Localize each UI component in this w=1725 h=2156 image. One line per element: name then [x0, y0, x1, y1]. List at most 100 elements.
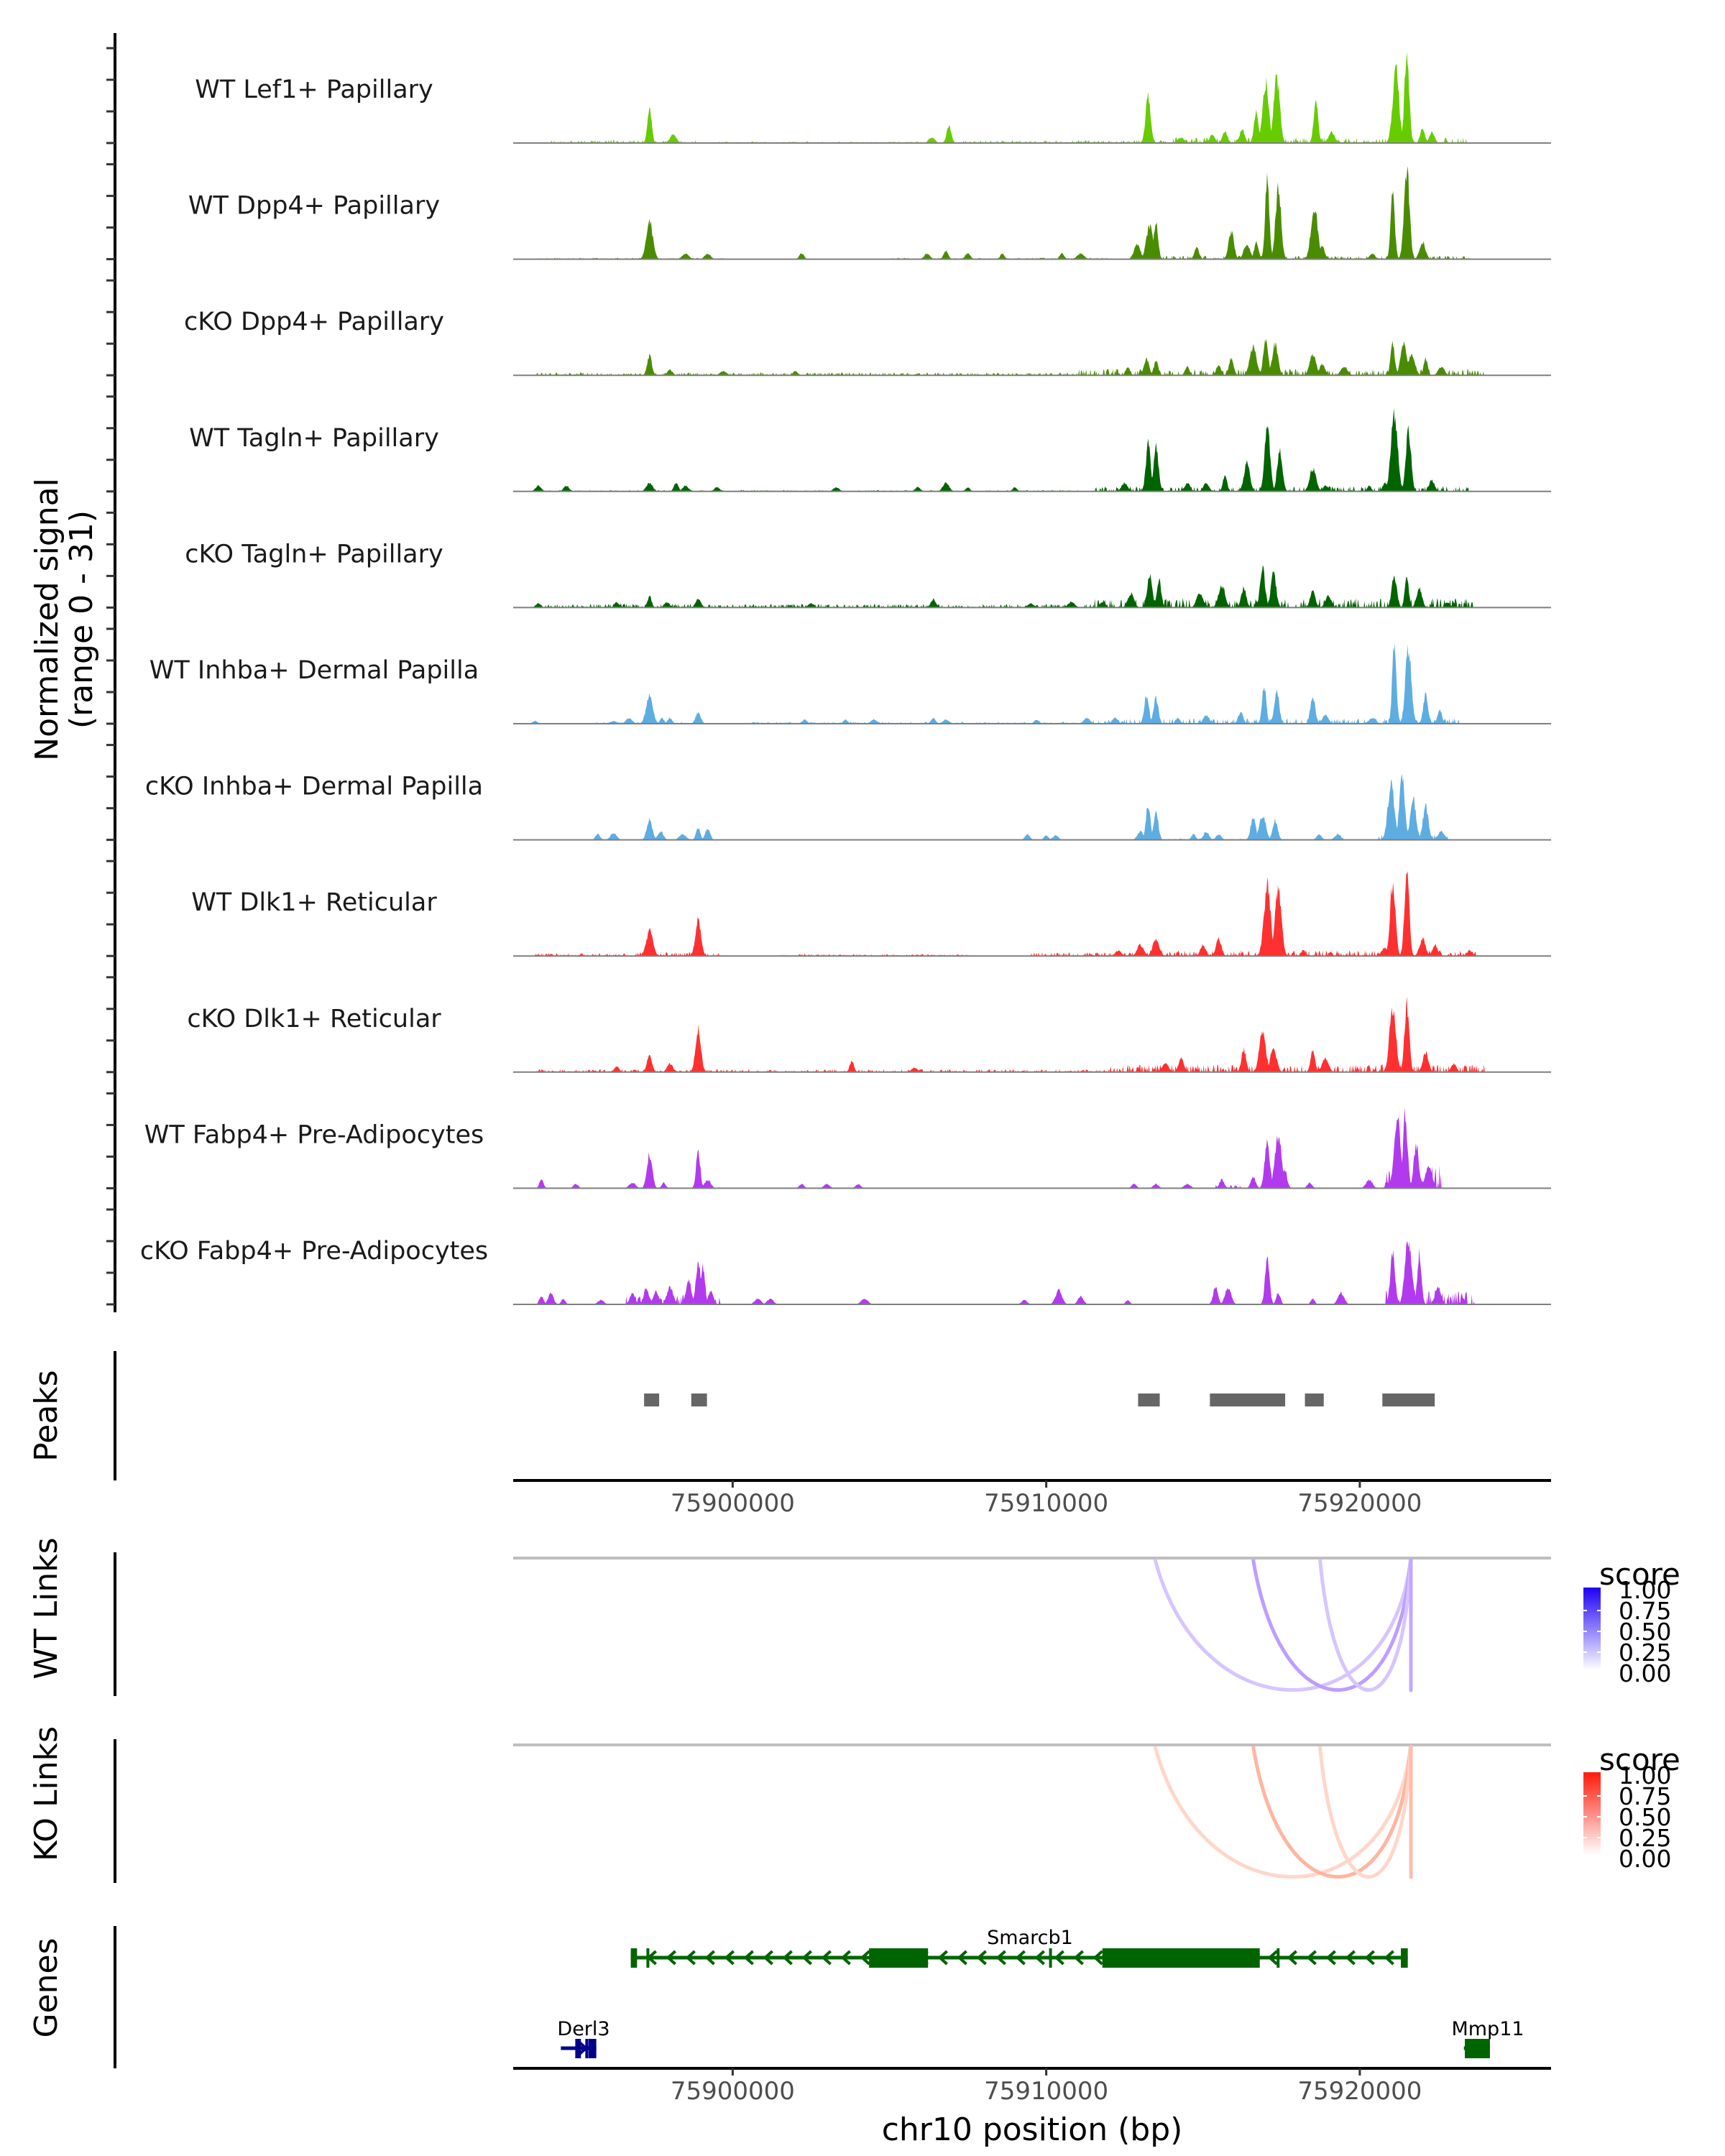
strand-arrow	[1306, 1950, 1317, 1966]
gene-model: Derl3	[557, 2018, 610, 2058]
y-axis-title: Normalized signal (range 0 - 31)	[29, 478, 100, 761]
link-arc	[1317, 1746, 1413, 1879]
strand-arrow	[1015, 1950, 1026, 1966]
link-arc	[1251, 1559, 1413, 1692]
gene-exon	[588, 2039, 597, 2058]
strand-arrow	[976, 1950, 987, 1966]
coverage-track: WT Fabp4+ Pre-Adipocytes	[144, 1107, 1551, 1189]
gene-model: Mmp11	[1451, 2018, 1524, 2058]
coverage-area	[513, 566, 1551, 608]
x-tick-label: 75900000	[671, 2077, 795, 2106]
x-tick-label: 75900000	[671, 1489, 795, 1518]
coverage-track: WT Dpp4+ Papillary	[188, 165, 1551, 260]
strand-arrow	[821, 1950, 832, 1966]
peak-region	[1382, 1393, 1435, 1406]
ko-links-label: KO Links	[28, 1726, 65, 1861]
gene-exon	[1276, 1948, 1280, 1968]
y-axis-title-line2: (range 0 - 31)	[63, 510, 100, 729]
peak-region	[644, 1393, 660, 1406]
coverage-track-label: WT Inhba+ Dermal Papilla	[150, 656, 479, 685]
coverage-track-label: WT Lef1+ Papillary	[195, 75, 433, 104]
coverage-area	[513, 165, 1551, 259]
coverage-track-label: cKO Inhba+ Dermal Papilla	[145, 773, 483, 801]
legend-tick-label: 0.75	[1619, 1597, 1671, 1625]
strand-arrow	[840, 1950, 851, 1966]
x-tick-label: 75910000	[984, 1489, 1108, 1518]
coverage-track: cKO Dlk1+ Reticular	[187, 996, 1551, 1073]
coverage-track: WT Inhba+ Dermal Papilla	[150, 642, 1551, 724]
gene-exon	[869, 1948, 929, 1968]
strand-arrow	[860, 1950, 870, 1966]
legend-tick-label: 1.00	[1619, 1576, 1671, 1604]
x-tick-label: 75910000	[984, 2077, 1108, 2106]
x-tick-label: 75920000	[1297, 2077, 1422, 2106]
coverage-track-label: WT Fabp4+ Pre-Adipocytes	[144, 1120, 484, 1149]
ko-link-arcs	[1153, 1744, 1413, 1879]
gene-exon	[1049, 1948, 1052, 1968]
x-tick-label: 75920000	[1297, 1489, 1422, 1518]
gene-exon	[1465, 2039, 1490, 2058]
coverage-area	[513, 773, 1551, 840]
y-axis-title-line1: Normalized signal	[29, 478, 65, 761]
x-axis-title: chr10 position (bp)	[882, 2111, 1183, 2148]
legend-tick-label: 0.00	[1619, 1845, 1671, 1873]
gene-label: Smarcb1	[987, 1927, 1073, 1949]
legend-tick-label: 1.00	[1619, 1761, 1671, 1789]
wt-link-arcs	[1153, 1557, 1413, 1692]
gene-label: Mmp11	[1451, 2018, 1524, 2040]
coverage-track: WT Lef1+ Papillary	[195, 52, 1551, 144]
wt-legend-colorbar	[1583, 1588, 1601, 1670]
gene-exon	[646, 1948, 650, 1968]
ko-legend-colorbar	[1583, 1772, 1601, 1855]
strand-arrow	[763, 1950, 773, 1966]
legend-tick-label: 0.25	[1619, 1639, 1671, 1667]
strand-arrow	[1034, 1950, 1045, 1966]
wt-links-track: WT Links score 1.000.750.500.250.00	[28, 1537, 1680, 1696]
gene-exon	[575, 2039, 581, 2058]
coverage-track-label: WT Dlk1+ Reticular	[191, 888, 437, 917]
legend-tick-label: 0.00	[1619, 1659, 1671, 1687]
coverage-area	[513, 408, 1551, 492]
coverage-area	[513, 642, 1551, 724]
link-arc	[1153, 1559, 1413, 1692]
link-arc	[1153, 1746, 1413, 1879]
coverage-track: cKO Tagln+ Papillary	[185, 540, 1551, 609]
coverage-area	[513, 1240, 1551, 1304]
strand-arrow	[1384, 1950, 1394, 1966]
gene-exon	[585, 2039, 589, 2058]
strand-arrow	[957, 1950, 967, 1966]
coverage-track-label: cKO Dlk1+ Reticular	[187, 1005, 441, 1033]
coverage-track-label: cKO Fabp4+ Pre-Adipocytes	[140, 1237, 488, 1266]
gene-model: Smarcb1	[630, 1927, 1408, 1968]
peaks-track: Peaks 75900000 75910000 75920000	[28, 1351, 1551, 1518]
coverage-track: cKO Fabp4+ Pre-Adipocytes	[140, 1237, 1551, 1305]
coverage-area	[513, 1107, 1551, 1189]
strand-arrow	[1092, 1950, 1103, 1966]
genes-track: Genes Smarcb1 Derl3 Mmp11 75900000 75910000…	[28, 1926, 1551, 2148]
peak-regions	[644, 1393, 1435, 1406]
genes-track-label: Genes	[28, 1938, 65, 2037]
legend-tick-label: 0.25	[1619, 1824, 1671, 1852]
ko-legend-title: score	[1599, 1742, 1680, 1777]
x-axis-top: 75900000 75910000 75920000	[671, 1480, 1422, 1518]
strand-arrow	[801, 1950, 812, 1966]
wt-links-label: WT Links	[28, 1537, 65, 1679]
coverage-track: cKO Dpp4+ Papillary	[184, 308, 1551, 377]
gene-exon	[1102, 1948, 1260, 1968]
link-arc	[1251, 1746, 1413, 1879]
coverage-y-ticks	[106, 47, 115, 1306]
strand-arrow	[1287, 1950, 1297, 1966]
coverage-area	[513, 338, 1551, 376]
link-arc	[1317, 1559, 1413, 1692]
wt-legend-title: score	[1599, 1557, 1680, 1592]
peak-region	[1210, 1393, 1286, 1406]
strand-arrow	[782, 1950, 793, 1966]
legend-tick-label: 0.50	[1619, 1803, 1671, 1831]
coverage-track: WT Tagln+ Papillary	[189, 408, 1551, 492]
wt-links-legend: score 1.000.750.500.250.00	[1583, 1557, 1680, 1687]
strand-arrow	[666, 1950, 676, 1966]
gene-exon	[1401, 1948, 1408, 1968]
coverage-tracks: WT Lef1+ Papillary WT Dpp4+ Papillary cKO …	[140, 52, 1551, 1305]
coverage-area	[513, 996, 1551, 1072]
